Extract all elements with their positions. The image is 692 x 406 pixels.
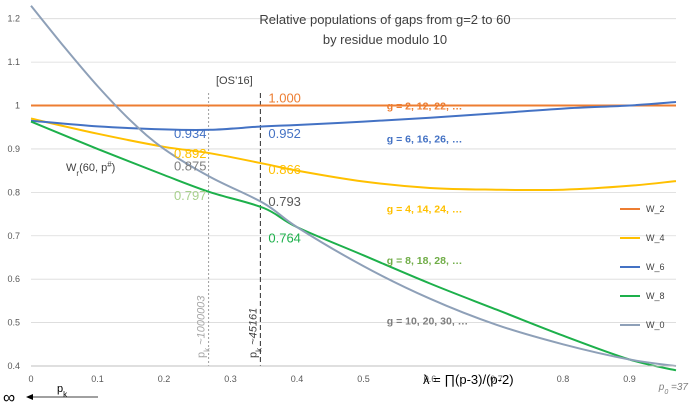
legend: W_2 W_4 W_6 W_8 W_0	[620, 204, 665, 330]
chart-title-line-1: Relative populations of gaps from g=2 to…	[259, 12, 510, 27]
right-value-label: 0.952	[268, 126, 301, 141]
legend-entry: W_0	[646, 320, 665, 330]
legend-entry: W_2	[646, 204, 665, 214]
y-tick-label: 0.4	[7, 361, 20, 371]
y-axis-label: Wr(60, p#)	[66, 160, 115, 178]
legend-entry: W_8	[646, 291, 665, 301]
y-tick-label: 0.6	[7, 274, 20, 284]
gap-group-label: g = 8, 18, 28, …	[387, 255, 463, 267]
gap-group-label: g = 10, 20, 30, …	[387, 315, 468, 327]
x-tick-label: 0.6	[424, 374, 437, 384]
series-line-w-0	[30, 5, 677, 367]
right-value-label: 0.793	[268, 194, 301, 209]
p0-label: p0 =37	[658, 382, 689, 396]
infinity-label: ∞	[3, 388, 15, 406]
pk-arrow-head	[26, 394, 33, 400]
x-tick-label: 0	[28, 374, 33, 384]
y-tick-label: 1.2	[7, 14, 20, 24]
y-tick-label: 1.1	[7, 57, 20, 67]
y-tick-label: 0.5	[7, 318, 20, 328]
gap-group-label: g = 4, 14, 24, …	[387, 203, 463, 215]
chart-title-line-2: by residue modulo 10	[323, 32, 447, 47]
x-tick-label: 0.3	[224, 374, 237, 384]
vline-header: [OS’16]	[216, 75, 253, 87]
axes: 0.4 0.5 0.6 0.7 0.8 0.9 1 1.1 1.2 0 0.1 0.2 0.3 0.4 0.…	[7, 14, 676, 384]
x-tick-label: 0.1	[91, 374, 104, 384]
right-value-label: 1.000	[268, 91, 301, 106]
left-value-label: 0.875	[174, 158, 207, 173]
right-value-label: 0.866	[268, 162, 301, 177]
x-axis-label: λ = ∏(p-3)/(p-2)	[423, 372, 514, 387]
x-tick-label: 0.2	[158, 374, 171, 384]
grid	[31, 18, 676, 323]
gap-group-label: g = 6, 16, 26, …	[387, 134, 463, 146]
left-value-label: 0.892	[174, 146, 207, 161]
gap-group-label: g = 2, 12, 22, …	[387, 101, 463, 113]
pk-arrow-label: pk	[57, 383, 68, 399]
vline-label-1: pk ~45161	[247, 308, 263, 358]
y-tick-label: 0.9	[7, 144, 20, 154]
vertical-markers: pk ~1000003 pk ~45161	[196, 93, 263, 366]
legend-entry: W_6	[646, 262, 665, 272]
x-tick-label: 0.9	[623, 374, 636, 384]
x-tick-label: 0.7	[490, 374, 503, 384]
right-value-label: 0.764	[268, 230, 301, 245]
series-line-w-4	[30, 117, 677, 192]
x-tick-label: 0.8	[557, 374, 570, 384]
series-line-w-8	[30, 120, 677, 372]
y-tick-label: 0.7	[7, 231, 20, 241]
y-tick-label: 0.8	[7, 187, 20, 197]
legend-entry: W_4	[646, 233, 665, 243]
left-value-label: 0.934	[174, 126, 207, 141]
x-tick-label: 0.4	[291, 374, 304, 384]
left-value-label: 0.797	[174, 188, 207, 203]
vline-label-0: pk ~1000003	[196, 295, 212, 358]
y-tick-label: 1	[15, 101, 20, 111]
x-tick-label: 0.5	[357, 374, 370, 384]
series-lines	[30, 5, 677, 372]
series-line-w-6	[30, 101, 677, 132]
